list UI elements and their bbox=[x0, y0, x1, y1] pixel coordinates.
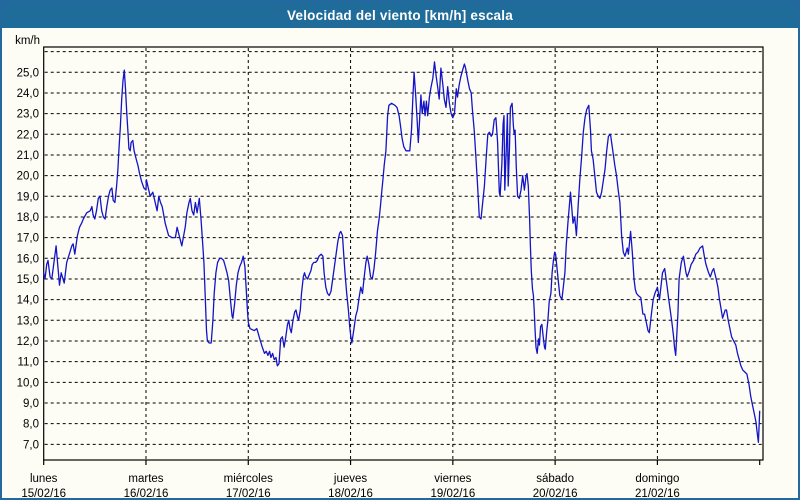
y-axis-unit-label: km/h bbox=[15, 35, 40, 47]
x-day-label: miércoles bbox=[224, 473, 273, 485]
x-date-label: 15/02/16 bbox=[21, 488, 66, 500]
y-tick-label: 17,0 bbox=[17, 233, 39, 245]
wind-speed-line bbox=[43, 61, 761, 443]
x-day-label: martes bbox=[128, 473, 163, 485]
y-tick-label: 14,0 bbox=[17, 295, 39, 307]
plot-frame bbox=[43, 46, 764, 461]
y-tick-label: 25,0 bbox=[17, 67, 39, 79]
y-tick-label: 7,0 bbox=[23, 439, 39, 451]
y-tick-label: 9,0 bbox=[23, 398, 39, 410]
y-tick-label: 11,0 bbox=[17, 357, 39, 369]
y-tick-label: 20,0 bbox=[17, 171, 39, 183]
chart-area: 25,0 24,0 23,0 22,0 21,0 20,0 19,0 18,0 17,0 16,0… bbox=[4, 30, 798, 498]
x-date-label: 16/02/16 bbox=[124, 488, 169, 500]
wind-speed-chart: 25,0 24,0 23,0 22,0 21,0 20,0 19,0 18,0 17,0 16,0… bbox=[15, 35, 764, 500]
y-tick-label: 21,0 bbox=[17, 150, 39, 162]
y-tick-label: 10,0 bbox=[17, 377, 39, 389]
x-date-label: 20/02/16 bbox=[533, 488, 578, 500]
x-day-label: viernes bbox=[434, 473, 471, 485]
x-day-label: jueves bbox=[333, 473, 367, 485]
x-date-label: 21/02/16 bbox=[635, 488, 680, 500]
y-tick-label: 15,0 bbox=[17, 274, 39, 286]
window-titlebar: Velocidad del viento [km/h] escala bbox=[2, 2, 798, 28]
x-day-label: domingo bbox=[635, 473, 679, 485]
y-tick-label: 22,0 bbox=[17, 129, 39, 141]
x-day-label: sábado bbox=[536, 473, 574, 485]
x-date-label: 18/02/16 bbox=[328, 488, 373, 500]
window-title: Velocidad del viento [km/h] escala bbox=[287, 7, 513, 23]
y-tick-label: 12,0 bbox=[17, 336, 39, 348]
y-tick-label: 18,0 bbox=[17, 212, 39, 224]
x-date-label: 17/02/16 bbox=[226, 488, 271, 500]
y-tick-label: 19,0 bbox=[17, 191, 39, 203]
y-tick-label: 16,0 bbox=[17, 253, 39, 265]
y-tick-label: 13,0 bbox=[17, 315, 39, 327]
y-tick-label: 23,0 bbox=[17, 109, 39, 121]
y-tick-label: 24,0 bbox=[17, 88, 39, 100]
x-day-label: lunes bbox=[30, 473, 58, 485]
y-tick-label: 8,0 bbox=[23, 419, 39, 431]
x-date-label: 19/02/16 bbox=[430, 488, 475, 500]
